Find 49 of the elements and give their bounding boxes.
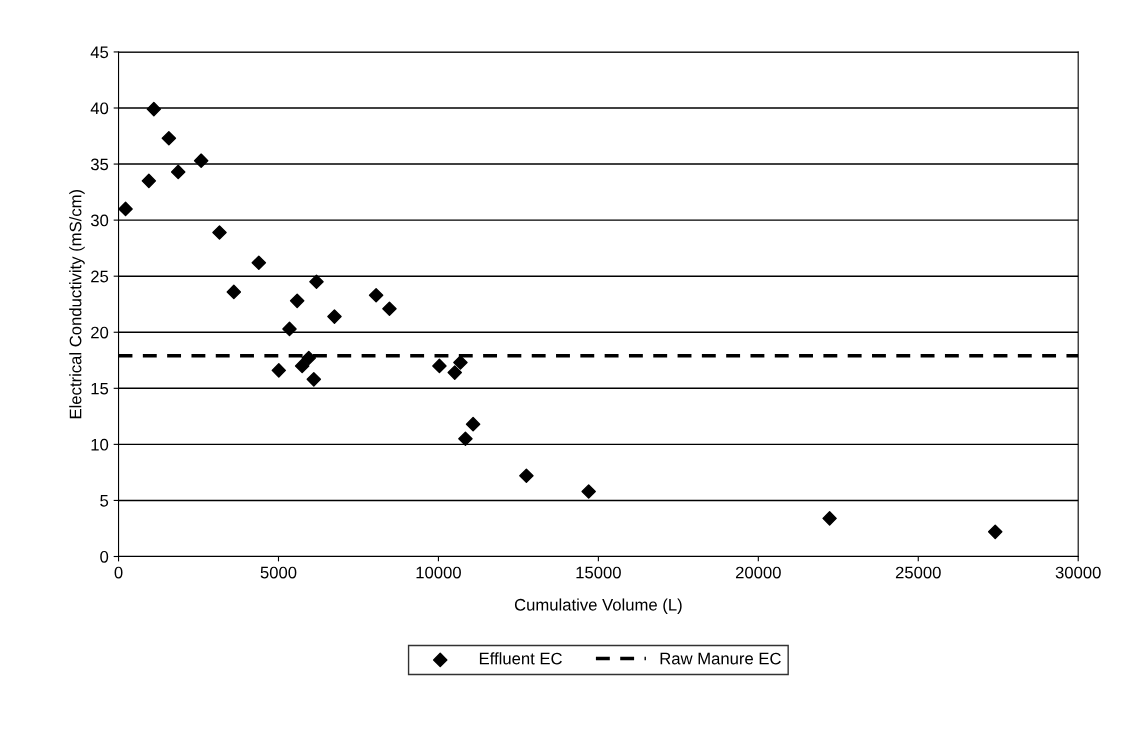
y-tick-label: 35	[90, 158, 109, 171]
y-tick-label: 30	[90, 214, 109, 227]
point	[141, 173, 157, 189]
x-tick-label: 25000	[895, 566, 941, 579]
point	[447, 365, 463, 380]
point	[519, 468, 534, 484]
y-tick-label: 15	[91, 382, 109, 395]
y-tick-label: 25	[91, 270, 109, 283]
point	[382, 301, 397, 316]
point	[465, 416, 481, 432]
point	[581, 484, 596, 499]
point	[251, 255, 267, 271]
point	[309, 274, 324, 290]
x-tick-label: 10000	[416, 566, 461, 579]
x-tick-label: 20000	[735, 566, 781, 579]
x-tick-label: 5000	[260, 566, 297, 579]
point	[146, 101, 162, 117]
point	[289, 293, 305, 309]
point	[306, 372, 322, 387]
y-tick-label: 5	[100, 495, 109, 507]
y-axis-title: Electrical Conductivity (mS/cm)	[69, 189, 85, 419]
point	[271, 363, 287, 378]
point	[458, 431, 473, 447]
y-tick-label: 20	[91, 326, 109, 339]
point	[987, 524, 1003, 540]
point	[212, 225, 227, 240]
point	[193, 153, 209, 168]
point	[453, 355, 468, 370]
point	[822, 511, 837, 526]
x-tick-label: 15000	[576, 566, 621, 579]
x-axis-title: Cumulative Volume (L)	[514, 598, 682, 614]
point	[294, 358, 310, 374]
point	[432, 358, 447, 374]
y-tick-label: 40	[90, 102, 109, 115]
point	[301, 350, 317, 366]
y-tick-label: 10	[91, 438, 109, 451]
y-tick-label: 45	[90, 46, 109, 59]
y-tick-label: 0	[100, 550, 109, 563]
point	[226, 284, 242, 300]
point	[118, 201, 133, 217]
point	[327, 309, 342, 324]
point	[368, 287, 384, 303]
point	[170, 164, 186, 180]
x-tick-label: 0	[114, 566, 123, 579]
legend-label: Raw Manure EC	[660, 652, 781, 665]
point	[282, 321, 297, 337]
x-tick-label: 30000	[1055, 566, 1101, 579]
legend-label: Effluent EC	[479, 652, 562, 665]
point	[161, 130, 177, 146]
